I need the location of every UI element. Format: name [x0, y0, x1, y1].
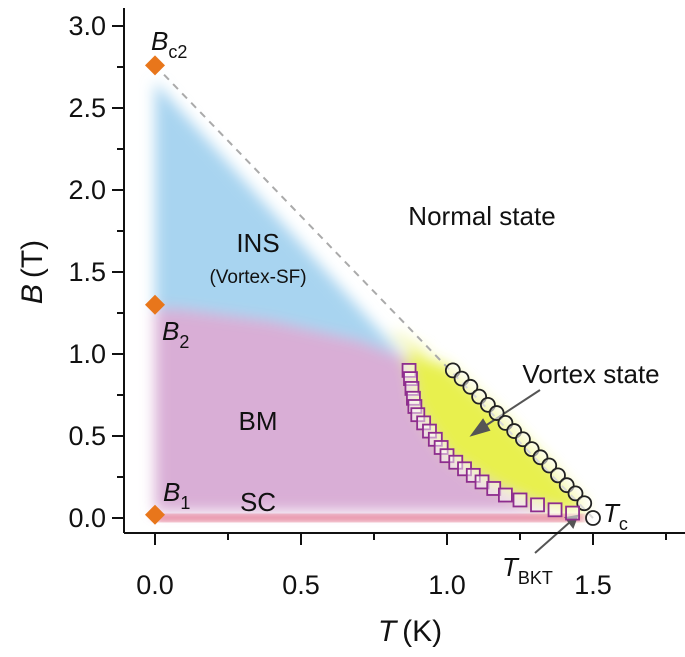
tbkt-square-marker [512, 492, 528, 508]
bm-label: BM [239, 406, 278, 436]
y-tick-label: 1.5 [68, 257, 106, 287]
critical-field-diamond [145, 294, 165, 315]
b2-label: B2 [162, 316, 189, 352]
y-axis-title: B(T) [16, 240, 49, 304]
sc-label: SC [240, 487, 276, 517]
tc-circle-marker [550, 467, 566, 484]
sc-region [155, 515, 585, 522]
vortex-region [403, 354, 588, 514]
tbkt-square-marker [497, 487, 513, 503]
x-tick-label: 0.0 [136, 570, 174, 600]
bm-region [155, 308, 573, 514]
y-tick-label: 0.0 [68, 503, 106, 533]
y-tick-label: 3.0 [68, 11, 106, 41]
tc-circle-marker [541, 457, 558, 474]
vortex-arrowhead [469, 418, 491, 437]
vortex-state-label: Vortex state [522, 359, 659, 389]
point-annotations: Bc2 B2 B1 Tc TBKT [151, 26, 628, 588]
normal-state-label: Normal state [408, 201, 555, 231]
x-tick-label: 1.5 [574, 570, 612, 600]
tc-circle-marker [567, 485, 584, 502]
x-tick-label: 1.0 [428, 570, 466, 600]
tc-circle-marker [585, 510, 601, 526]
tbkt-square-marker [565, 505, 580, 521]
bc2-label: Bc2 [151, 26, 187, 62]
ins-label: INS [236, 228, 279, 258]
region-fills [155, 81, 588, 514]
x-tick-label: 0.5 [282, 570, 320, 600]
tbkt-square-marker [530, 497, 545, 513]
y-tick-label: 2.5 [68, 93, 106, 123]
data-markers [145, 55, 601, 526]
b1-label: B1 [163, 477, 190, 513]
vortex-sf-label: (Vortex-SF) [209, 267, 306, 288]
tc-circle-marker [576, 495, 593, 512]
vortex-arrow [478, 389, 541, 431]
tbkt-label: TBKT [502, 552, 553, 588]
vortex-glow [388, 329, 433, 354]
critical-field-diamond [145, 55, 165, 76]
tbkt-square-marker [547, 502, 563, 518]
sc-fill [155, 515, 585, 522]
annotation-arrows [469, 389, 579, 554]
y-tick-label: 2.0 [68, 175, 106, 205]
axis-ticks: 0.0 0.5 1.0 1.5 2.0 2.5 3.0 0.0 0.5 1.0 1.5 [68, 11, 667, 600]
y-tick-label: 0.5 [68, 421, 106, 451]
tc-circle-marker [462, 378, 479, 395]
x-axis-title: T (K) [378, 615, 442, 648]
y-tick-label: 1.0 [68, 339, 106, 369]
region-labels: Normal state INS (Vortex-SF) BM SC Vorte… [209, 201, 659, 517]
tc-circle-marker [515, 431, 531, 448]
axes [123, 8, 685, 534]
ins-region [155, 81, 404, 358]
tc-label: Tc [603, 498, 628, 534]
tbkt-arrow [534, 521, 571, 554]
tc-circle-marker [488, 405, 505, 421]
critical-field-diamond [145, 504, 165, 525]
